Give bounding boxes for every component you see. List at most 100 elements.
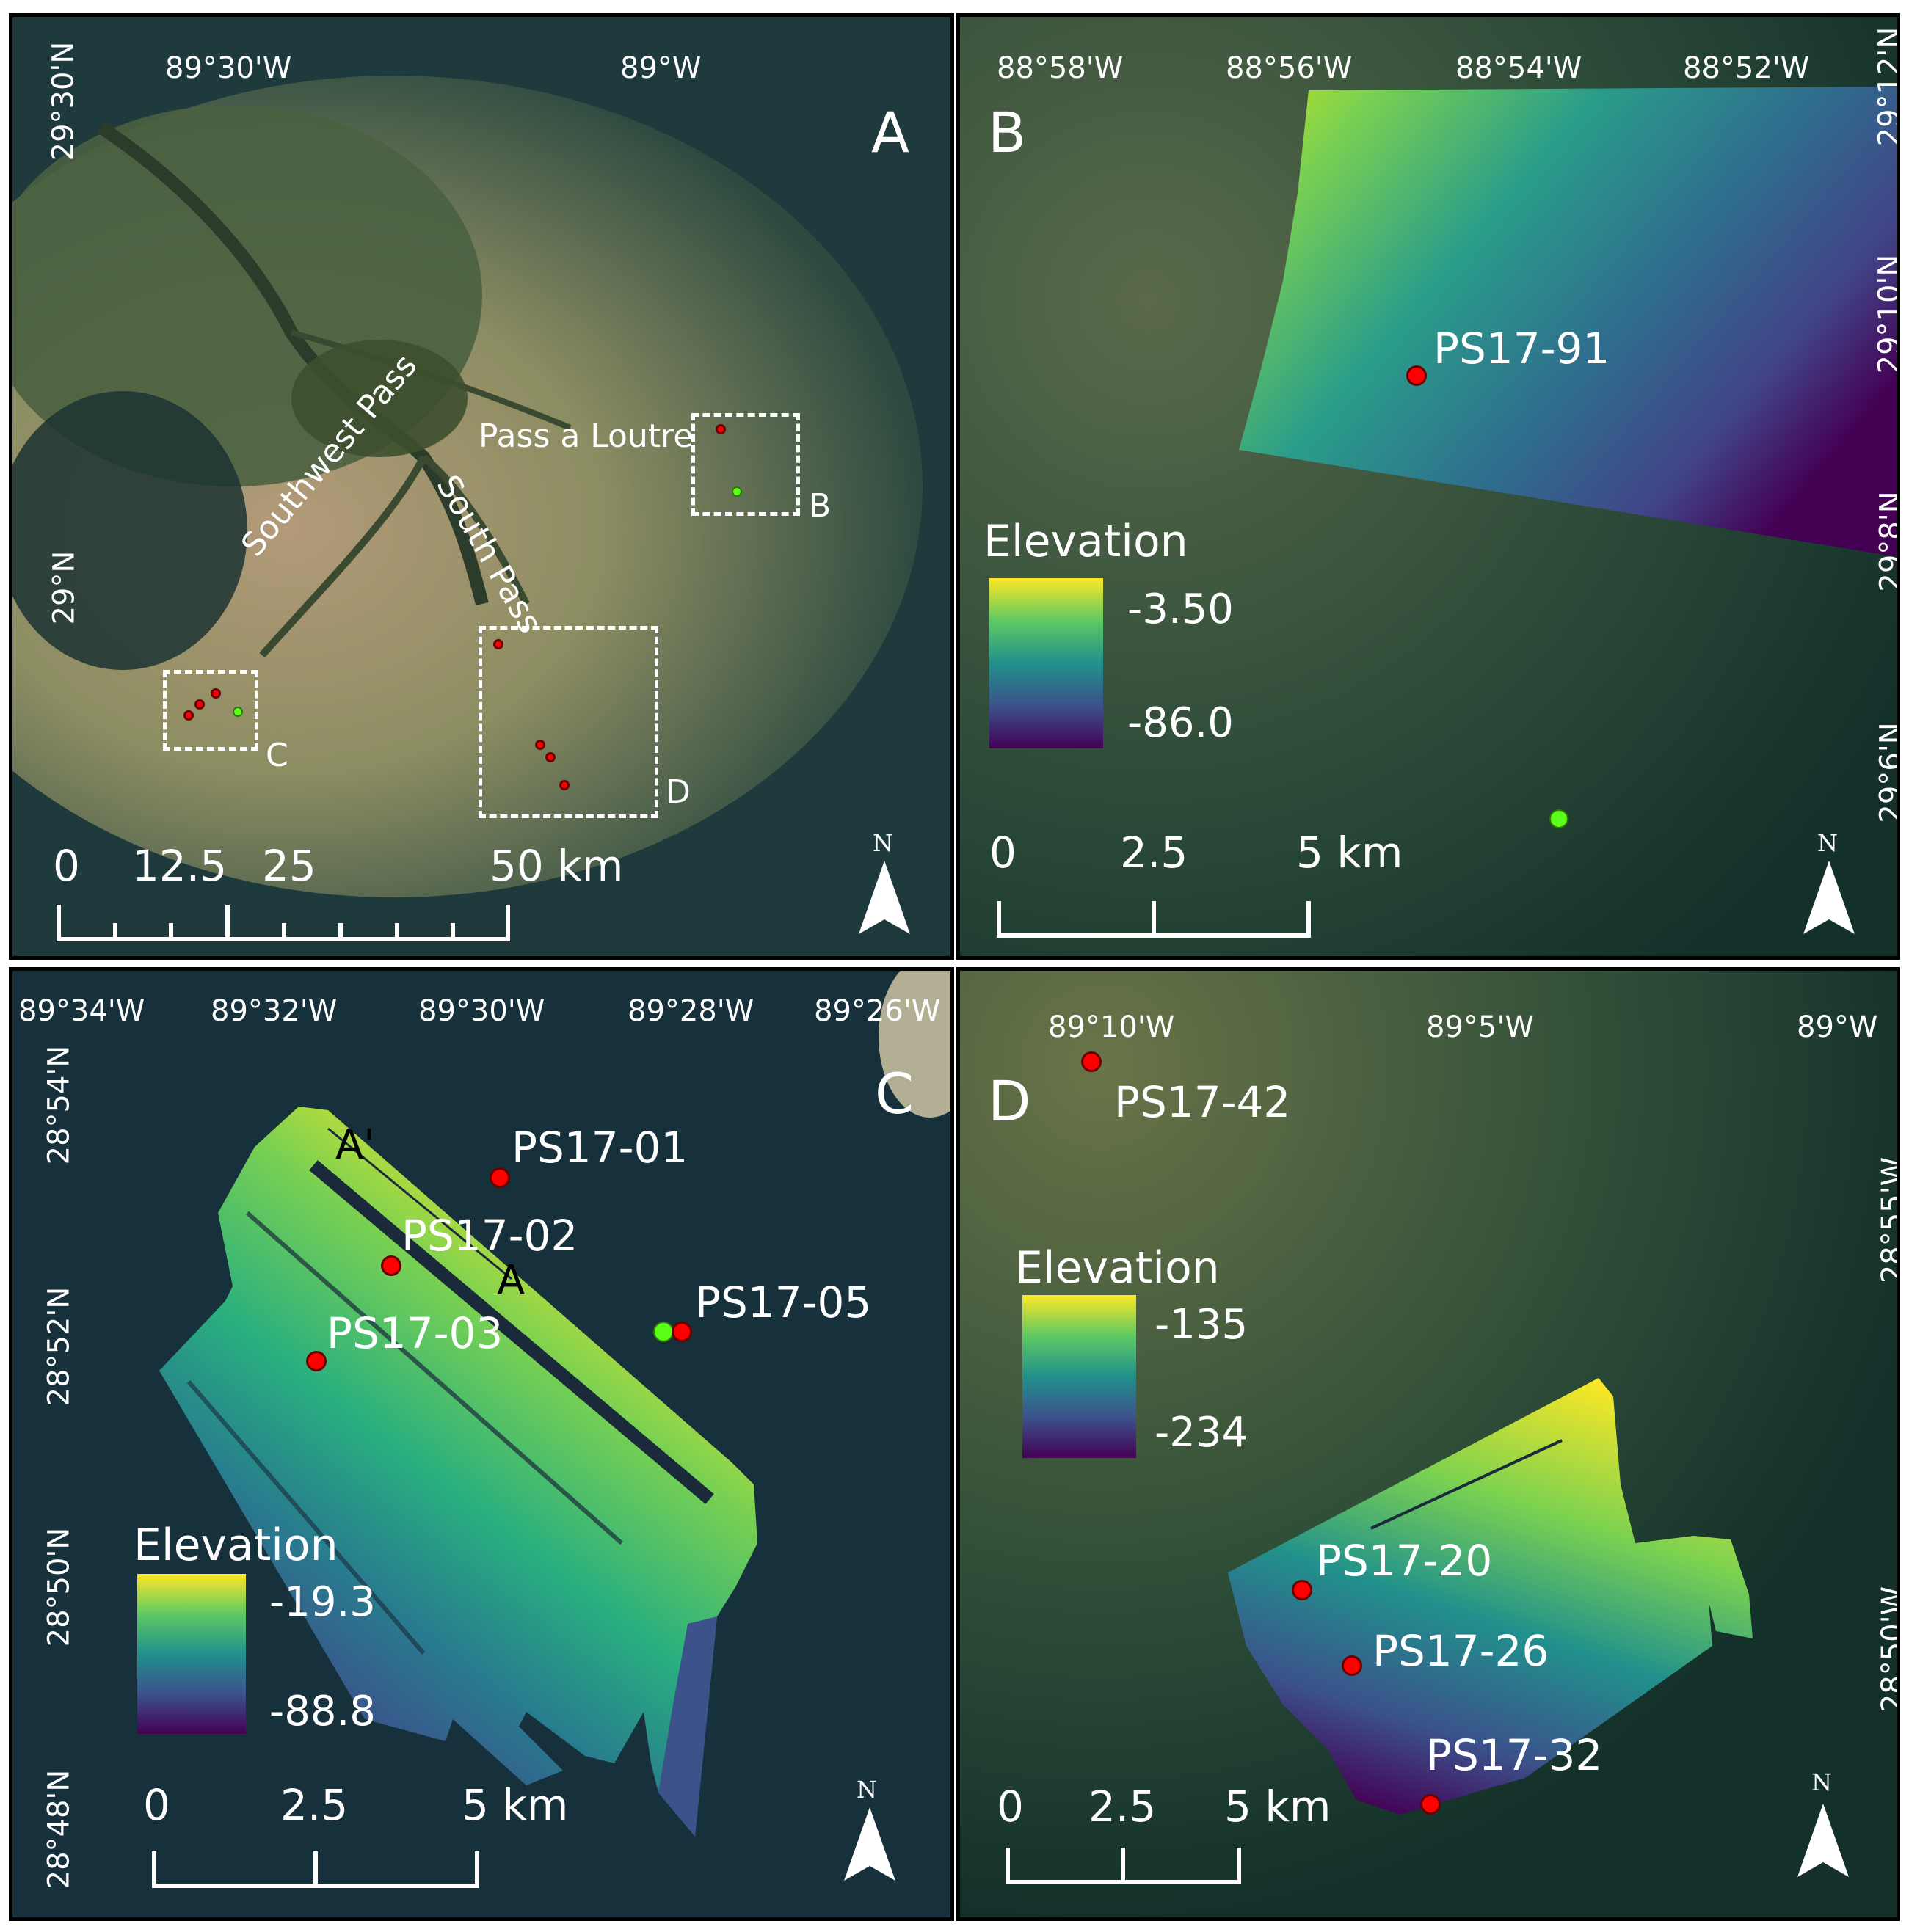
site-marker-ps17-32 [1420,1794,1441,1815]
satellite-basemap [12,17,950,956]
north-letter: N [1817,829,1838,857]
scale-label-0: 0 [997,1782,1024,1831]
lon-tick-2: 89°32'W [211,994,338,1028]
north-arrow-icon [844,1807,895,1881]
north-arrow-icon [1803,861,1855,934]
lon-tick-1: 89°30'W [165,51,292,85]
north-letter: N [873,829,893,857]
lon-tick-4: 88°52'W [1683,51,1810,85]
scale-label-5km: 5 km [462,1780,569,1830]
scale-label-0: 0 [53,841,80,891]
site-label-ps17-26: PS17-26 [1372,1626,1549,1676]
site-marker-ps17-05 [672,1322,692,1342]
profile-label-a: A [497,1257,526,1305]
scale-label-12-5: 12.5 [132,841,228,891]
site-marker-reference [1549,809,1568,828]
site-label-ps17-32: PS17-32 [1426,1730,1603,1780]
scale-label-2-5: 2.5 [280,1780,349,1830]
north-letter: N [1811,1768,1832,1796]
site-label-ps17-05: PS17-05 [695,1277,872,1327]
panel-a-overview-map: 89°30'W 89°W 29°30'N 29°N A Pass a Loutr… [9,13,954,960]
legend-min-value: -86.0 [1127,699,1234,747]
north-letter: N [857,1776,877,1804]
lat-tick-2: 28°52'N [42,1286,76,1407]
scale-label-2-5: 2.5 [1088,1782,1157,1831]
lon-tick-3: 88°54'W [1455,51,1582,85]
bathymetry-basemap [960,17,1897,956]
inset-label-d: D [666,773,691,811]
site-marker-ps17-02 [381,1255,401,1276]
scale-bar [997,901,1311,938]
panel-b-bathymetry-map: 88°58'W 88°56'W 88°54'W 88°52'W 29°12'N … [956,13,1900,960]
lat-tick-2: 29°N [47,550,81,625]
lat-tick-1: 29°30'N [46,41,81,161]
inset-box-d [479,626,658,818]
panel-label-c: C [875,1061,914,1126]
legend-title: Elevation [983,516,1188,567]
lat-tick-1: 28°55'W [1876,1156,1900,1284]
scale-label-0: 0 [989,828,1017,878]
bathymetry-basemap [12,971,950,1917]
legend-max-value: -19.3 [269,1578,376,1626]
scale-label-50km: 50 km [490,841,624,891]
lon-tick-1: 88°58'W [997,51,1124,85]
scale-label-5km: 5 km [1296,828,1403,878]
lon-tick-1: 89°10'W [1048,1010,1175,1044]
legend-max-value: -3.50 [1127,586,1234,633]
panel-label-b: B [988,100,1027,165]
scale-label-2-5: 2.5 [1120,828,1188,878]
legend-min-value: -234 [1155,1409,1248,1457]
inset-label-c: C [266,737,288,774]
lat-tick-1: 28°54'N [42,1045,76,1165]
site-marker-ps17-20 [1292,1580,1312,1600]
lat-tick-2: 29°10'N [1872,254,1900,374]
label-pass-a-loutre: Pass a Loutre [479,418,694,455]
site-marker [716,424,726,434]
site-label-ps17-42: PS17-42 [1114,1077,1291,1127]
site-marker-ps17-01 [490,1167,510,1188]
scale-label-0: 0 [143,1780,170,1830]
site-marker [211,688,221,699]
legend-color-ramp [137,1574,246,1734]
site-marker-reference [732,486,742,497]
legend-max-value: -135 [1155,1301,1248,1349]
lon-tick-3: 89°30'W [418,994,545,1028]
lat-tick-2: 28°50'W [1876,1586,1900,1713]
lat-tick-4: 29°6'N [1874,722,1900,823]
lon-tick-2: 89°W [620,51,702,85]
site-marker [535,740,545,750]
site-marker-ps17-91 [1406,365,1427,386]
panel-c-bathymetry-map: 89°34'W 89°32'W 89°30'W 89°28'W 89°26'W … [9,967,954,1921]
scale-label-25: 25 [262,841,316,891]
lat-tick-1: 29°12'N [1872,26,1900,147]
legend-color-ramp [1022,1295,1136,1458]
lon-tick-2: 89°5'W [1426,1010,1534,1044]
scale-bar [1006,1848,1241,1884]
bathymetry-surface [159,1107,757,1837]
site-marker-reference [653,1322,674,1342]
lat-tick-3: 28°50'N [42,1527,76,1647]
site-marker [183,710,194,721]
lon-tick-2: 88°56'W [1226,51,1353,85]
site-marker [493,639,503,649]
scale-label-5km: 5 km [1224,1782,1331,1831]
legend-title: Elevation [134,1520,338,1571]
site-label-ps17-03: PS17-03 [327,1308,503,1358]
legend-min-value: -88.8 [269,1688,376,1735]
lon-tick-5: 89°26'W [814,994,941,1028]
lon-tick-4: 89°28'W [628,994,754,1028]
bathymetry-surface [1228,1378,1753,1815]
site-marker-reference [233,707,243,717]
site-marker-ps17-03 [306,1351,327,1371]
inset-label-b: B [809,487,832,525]
panel-d-bathymetry-map: 89°10'W 89°5'W 89°W 28°55'W 28°50'W D PS… [956,967,1900,1921]
inset-box-b [691,413,800,516]
site-marker [559,780,570,790]
site-marker [545,752,556,762]
scale-bar [152,1851,479,1888]
site-marker [194,699,205,710]
north-arrow-icon [1797,1804,1849,1877]
north-arrow-icon [859,861,910,934]
scale-bar [57,905,510,941]
legend-title: Elevation [1015,1242,1220,1294]
